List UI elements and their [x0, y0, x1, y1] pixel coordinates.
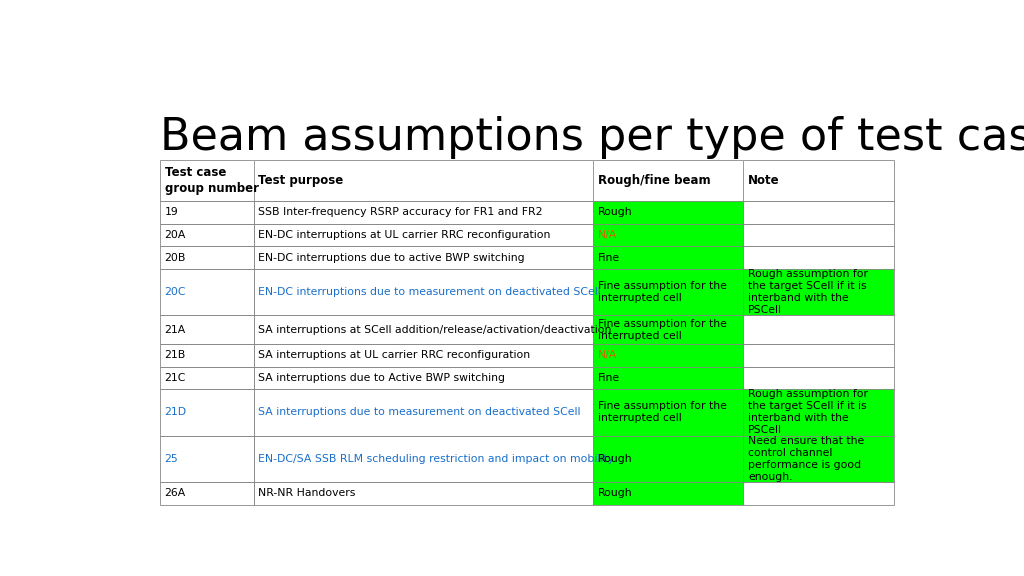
Bar	[160, 160, 254, 201]
Bar	[160, 344, 254, 366]
Bar	[254, 389, 593, 435]
Text: Rough: Rough	[598, 207, 632, 218]
Bar	[743, 269, 894, 315]
Bar	[160, 247, 254, 269]
Bar	[743, 223, 894, 247]
Text: Rough assumption for
the target SCell if it is
interband with the
PSCell: Rough assumption for the target SCell if…	[749, 389, 868, 435]
Bar	[743, 389, 894, 435]
Bar	[593, 315, 743, 344]
Bar	[254, 160, 593, 201]
Bar	[593, 389, 743, 435]
Bar	[743, 160, 894, 201]
Bar	[593, 344, 743, 366]
Bar	[160, 435, 254, 482]
Text: Need ensure that the
control channel
performance is good
enough.: Need ensure that the control channel per…	[749, 436, 864, 482]
Bar	[254, 315, 593, 344]
Bar	[160, 389, 254, 435]
Bar	[160, 201, 254, 223]
Bar	[743, 389, 894, 435]
Text: Fine assumption for the
interrupted cell: Fine assumption for the interrupted cell	[598, 401, 726, 423]
Bar	[254, 435, 593, 482]
Bar	[593, 201, 743, 223]
Bar	[593, 435, 743, 482]
Bar	[593, 247, 743, 269]
Text: 21B: 21B	[165, 350, 185, 360]
Bar	[593, 223, 743, 247]
Bar	[254, 223, 593, 247]
Bar	[593, 366, 743, 389]
Bar	[593, 389, 743, 435]
Bar	[593, 269, 743, 315]
Text: Note: Note	[749, 174, 779, 187]
Bar	[743, 435, 894, 482]
Bar	[743, 269, 894, 315]
Bar	[593, 482, 743, 505]
Text: EN-DC/SA SSB RLM scheduling restriction and impact on mobility: EN-DC/SA SSB RLM scheduling restriction …	[258, 454, 614, 464]
Bar	[593, 160, 743, 201]
Bar	[593, 160, 743, 201]
Text: SA interruptions at SCell addition/release/activation/deactivation: SA interruptions at SCell addition/relea…	[258, 325, 612, 335]
Text: 25: 25	[165, 454, 178, 464]
Text: SA interruptions due to Active BWP switching: SA interruptions due to Active BWP switc…	[258, 373, 506, 383]
Text: SA interruptions due to measurement on deactivated SCell: SA interruptions due to measurement on d…	[258, 407, 581, 418]
Bar	[160, 269, 254, 315]
Bar	[254, 201, 593, 223]
Bar	[743, 160, 894, 201]
Text: Test purpose: Test purpose	[258, 174, 344, 187]
Text: EN-DC interruptions due to measurement on deactivated SCell: EN-DC interruptions due to measurement o…	[258, 287, 601, 297]
Bar	[254, 247, 593, 269]
Text: Rough: Rough	[598, 488, 632, 498]
Text: 20C: 20C	[165, 287, 186, 297]
Text: Fine assumption for the
interrupted cell: Fine assumption for the interrupted cell	[598, 281, 726, 303]
Text: 21D: 21D	[165, 407, 186, 418]
Text: 21C: 21C	[165, 373, 186, 383]
Text: NR-NR Handovers: NR-NR Handovers	[258, 488, 356, 498]
Text: SSB Inter-frequency RSRP accuracy for FR1 and FR2: SSB Inter-frequency RSRP accuracy for FR…	[258, 207, 543, 218]
Text: Fine assumption for the
interrupted cell: Fine assumption for the interrupted cell	[598, 319, 726, 340]
Bar	[160, 223, 254, 247]
Text: 26A: 26A	[165, 488, 185, 498]
Bar	[254, 482, 593, 505]
Bar	[593, 482, 743, 505]
Bar	[254, 269, 593, 315]
Bar	[254, 160, 593, 201]
Text: EN-DC interruptions due to active BWP switching: EN-DC interruptions due to active BWP sw…	[258, 252, 525, 263]
Text: 20A: 20A	[165, 230, 186, 240]
Text: N/A: N/A	[598, 350, 617, 360]
Bar	[254, 366, 593, 389]
Text: Fine: Fine	[598, 373, 620, 383]
Bar	[160, 315, 254, 344]
Bar	[593, 366, 743, 389]
Bar	[593, 223, 743, 247]
Bar	[593, 269, 743, 315]
Bar	[743, 482, 894, 505]
Text: 20B: 20B	[165, 252, 186, 263]
Text: SA interruptions at UL carrier RRC reconfiguration: SA interruptions at UL carrier RRC recon…	[258, 350, 530, 360]
Bar	[743, 366, 894, 389]
Text: Fine: Fine	[598, 252, 620, 263]
Bar	[743, 344, 894, 366]
Bar	[160, 366, 254, 389]
Text: Rough: Rough	[598, 454, 632, 464]
Bar	[593, 247, 743, 269]
Bar	[160, 482, 254, 505]
Text: EN-DC interruptions at UL carrier RRC reconfiguration: EN-DC interruptions at UL carrier RRC re…	[258, 230, 551, 240]
Text: N/A: N/A	[598, 230, 617, 240]
Text: Beam assumptions per type of test case, 3 of 6: Beam assumptions per type of test case, …	[160, 116, 1024, 159]
Bar	[743, 435, 894, 482]
Bar	[743, 315, 894, 344]
Text: 19: 19	[165, 207, 178, 218]
Text: Rough/fine beam: Rough/fine beam	[598, 174, 711, 187]
Bar	[593, 315, 743, 344]
Bar	[593, 344, 743, 366]
Bar	[593, 201, 743, 223]
Text: 21A: 21A	[165, 325, 185, 335]
Bar	[254, 344, 593, 366]
Text: Test case
group number: Test case group number	[165, 166, 258, 195]
Bar	[160, 160, 254, 201]
Bar	[743, 247, 894, 269]
Bar	[593, 435, 743, 482]
Text: Rough assumption for
the target SCell if it is
interband with the
PSCell: Rough assumption for the target SCell if…	[749, 269, 868, 315]
Bar	[743, 201, 894, 223]
